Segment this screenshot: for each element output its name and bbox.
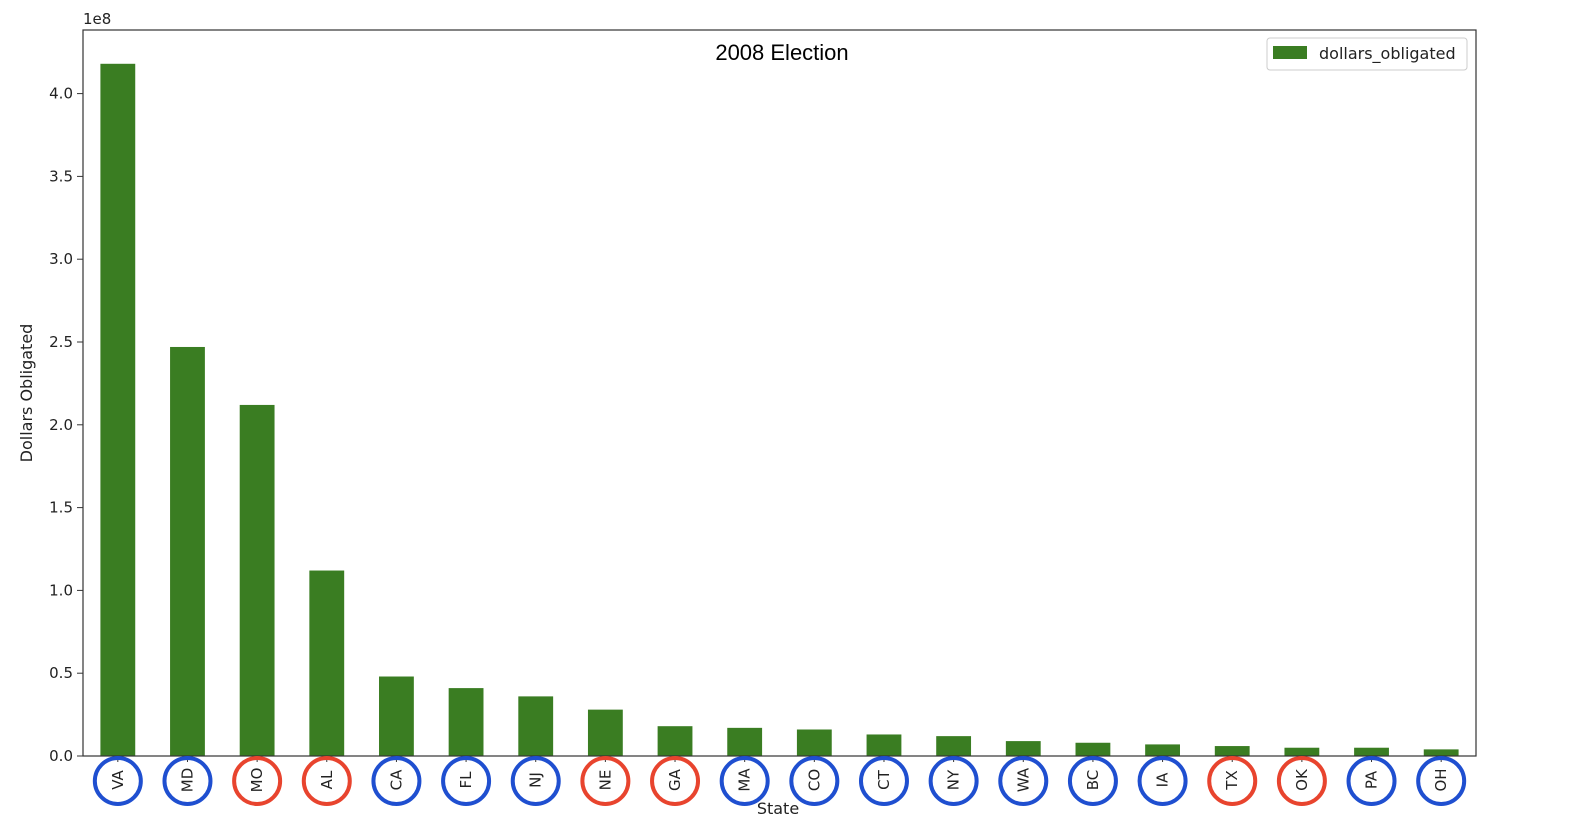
legend-frame <box>1266 37 1468 71</box>
x-tick-label-ma: MA <box>736 768 754 792</box>
x-tick-label-ct: CT <box>875 769 893 789</box>
x-tick-label-fl: FL <box>457 771 475 789</box>
bar-pa <box>1354 747 1389 756</box>
annotation-circle-blue-co <box>789 756 840 806</box>
annotation-circle-blue-ma <box>719 756 770 806</box>
y-axis-label: Dollars Obligated <box>17 324 36 463</box>
bar-va <box>100 63 136 757</box>
x-tick-label-tx: TX <box>1223 770 1241 790</box>
x-tick-label-mo: MO <box>248 768 266 793</box>
x-tick-label-nj: NJ <box>527 772 545 788</box>
bar-tx <box>1214 746 1250 756</box>
bars-layer <box>100 63 1459 757</box>
legend: dollars_obligated <box>1266 37 1468 71</box>
annotation-circle-red-tx <box>1207 756 1258 806</box>
annotation-circle-blue-va <box>92 756 143 806</box>
annotation-circle-red-ga <box>650 756 701 806</box>
x-axis-label: State <box>757 799 799 818</box>
bar-fl <box>448 688 484 756</box>
y-tick-label: 3.5 <box>49 167 73 185</box>
x-tick-label-va: VA <box>109 769 127 789</box>
x-tick-label-wa: WA <box>1014 767 1032 792</box>
bar-bc <box>1075 742 1111 756</box>
annotation-circle-blue-ia <box>1137 756 1188 806</box>
y-tick-label: 4.0 <box>49 85 73 103</box>
bar-wa <box>1005 741 1041 756</box>
bar-ne <box>587 709 623 756</box>
bar-ma <box>727 727 763 756</box>
x-tick-label-md: MD <box>178 768 196 793</box>
bar-co <box>796 729 832 756</box>
y-tick-label: 0.5 <box>49 664 73 682</box>
x-axis: VA MD MO AL CA FL NJ NE GA MA CO CT NY WA BC IA TX OK PA OH <box>92 756 1467 806</box>
bar-al <box>309 570 345 756</box>
annotation-circle-blue-nj <box>510 756 561 806</box>
x-tick-label-al: AL <box>318 770 336 789</box>
bar-ca <box>379 676 414 756</box>
y-tick-label: 2.0 <box>49 416 73 434</box>
y-tick-label: 3.0 <box>49 250 73 268</box>
x-tick-label-ne: NE <box>596 770 614 791</box>
x-tick-label-oh: OH <box>1432 768 1450 791</box>
bar-ct <box>866 734 902 756</box>
y-tick-label: 1.0 <box>49 581 73 599</box>
y-axis: 0.0 0.5 1.0 1.5 2.0 2.5 3.0 3.5 4.0 <box>49 85 83 765</box>
y-tick-label: 0.0 <box>49 747 73 765</box>
annotation-circle-red-al <box>301 756 352 806</box>
annotation-circle-blue-bc <box>1067 756 1118 806</box>
bar-ok <box>1284 747 1320 756</box>
annotation-circle-blue-pa <box>1346 756 1397 806</box>
bar-ny <box>936 736 972 756</box>
bar-oh <box>1423 749 1459 756</box>
annotation-circle-blue-ca <box>371 756 422 806</box>
x-tick-label-ny: NY <box>945 769 963 790</box>
annotation-circle-red-ok <box>1276 756 1327 806</box>
chart-title: 2008 Election <box>715 40 848 65</box>
x-tick-label-bc: BC <box>1084 770 1102 791</box>
bar-mo <box>239 404 275 756</box>
x-tick-label-pa: PA <box>1363 770 1381 789</box>
bar-ia <box>1145 744 1180 756</box>
x-tick-label-co: CO <box>805 769 823 791</box>
x-tick-label-ga: GA <box>666 768 684 791</box>
annotation-circle-blue-md <box>162 756 213 806</box>
legend-label: dollars_obligated <box>1319 44 1456 64</box>
annotation-circle-blue-wa <box>998 756 1049 806</box>
legend-swatch <box>1273 46 1307 59</box>
plot-frame <box>82 29 1477 757</box>
bar-ga <box>657 726 693 756</box>
x-tick-label-ok: OK <box>1293 768 1311 791</box>
y-offset-label: 1e8 <box>83 10 111 28</box>
annotation-circle-red-ne <box>580 756 631 806</box>
annotation-circle-red-mo <box>232 756 283 806</box>
annotation-circle-blue-ny <box>928 756 979 806</box>
y-tick-label: 1.5 <box>49 499 73 517</box>
annotation-circle-blue-fl <box>441 756 492 806</box>
x-tick-label-ia: IA <box>1154 772 1172 787</box>
bar-md <box>170 346 205 756</box>
x-tick-label-ca: CA <box>387 769 405 790</box>
annotation-circle-blue-ct <box>858 756 909 806</box>
y-tick-label: 2.5 <box>49 333 73 351</box>
annotation-circle-blue-oh <box>1416 756 1467 806</box>
bar-nj <box>518 696 554 756</box>
